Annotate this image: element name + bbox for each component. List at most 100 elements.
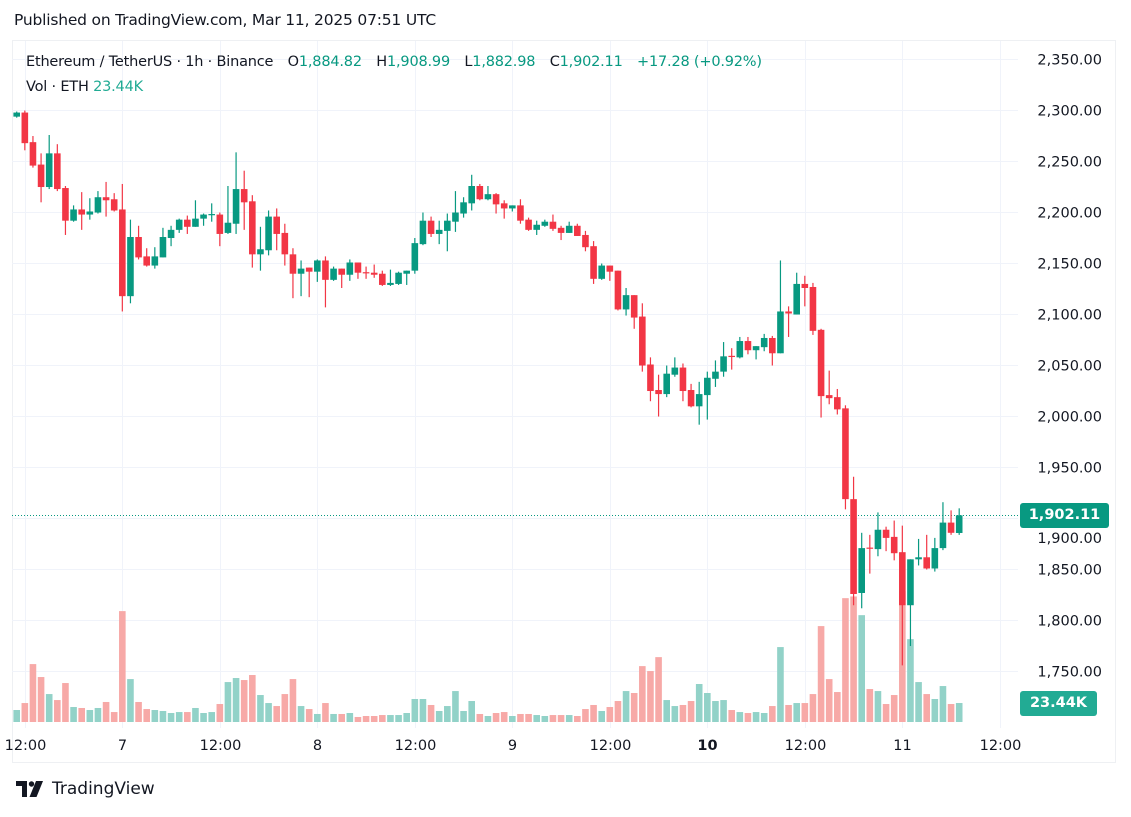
volume-bar	[257, 695, 264, 722]
candle-up	[403, 270, 410, 274]
candle-down	[769, 337, 776, 354]
volume-bar	[598, 710, 605, 722]
candle-down	[249, 201, 256, 255]
candle-up	[484, 194, 492, 200]
volume-bar	[419, 698, 427, 722]
volume-bar	[338, 713, 345, 722]
volume-bar	[582, 709, 589, 722]
candle-up	[565, 225, 573, 233]
candle-up	[874, 529, 882, 550]
candle-down	[29, 142, 37, 166]
candle-up	[192, 218, 199, 227]
candle-down	[947, 522, 955, 533]
volume-bar	[86, 710, 94, 722]
candle-up	[955, 515, 963, 533]
price-tick-label: 2,000.00	[1037, 410, 1102, 426]
time-tick-label: 8	[313, 738, 322, 754]
candle-up	[387, 282, 394, 285]
volume-bar	[639, 666, 646, 722]
volume-bar	[119, 611, 126, 722]
time-axis: 12:00 7 12:00 8 12:00 9 12:00 10 12:00 11 12:00	[5, 738, 1022, 754]
candle-up	[86, 211, 94, 215]
candle-down	[379, 273, 386, 285]
volume-bar	[159, 710, 167, 722]
candle-up	[395, 272, 402, 284]
volume-bar	[362, 716, 370, 722]
candle-up	[444, 220, 451, 231]
candle-down	[143, 256, 150, 266]
volume-bar	[379, 715, 386, 722]
time-tick-label: 12:00	[5, 738, 47, 754]
price-tick-label: 2,150.00	[1037, 257, 1102, 273]
candle-up	[435, 229, 443, 234]
volume-bar	[110, 712, 118, 722]
candle-down	[289, 254, 297, 274]
volume-bar	[704, 693, 711, 722]
candle-up	[509, 205, 516, 209]
candle-down	[240, 189, 248, 203]
candle-down	[850, 499, 857, 594]
volume-bar	[265, 703, 272, 722]
candle-down	[37, 164, 45, 188]
volume-bar	[557, 715, 565, 722]
volume-bar	[444, 706, 451, 722]
volume-bar	[135, 701, 142, 722]
volume-bars	[13, 591, 963, 722]
candle-down	[882, 529, 890, 538]
volume-bar	[695, 684, 703, 722]
logo-text: TradingView	[52, 779, 155, 799]
candle-down	[338, 268, 345, 275]
tradingview-logo-icon	[16, 781, 43, 797]
volume-bar	[62, 683, 69, 722]
candle-down	[647, 364, 654, 392]
candle-down	[517, 205, 524, 221]
candle-up	[13, 112, 20, 117]
volume-bar	[232, 678, 240, 722]
volume-bar	[614, 701, 622, 722]
volume-bar	[541, 716, 549, 722]
grid	[12, 41, 1018, 728]
candle-up	[695, 394, 703, 407]
candle-down	[655, 390, 662, 395]
volume-bar	[102, 701, 110, 722]
candles	[13, 110, 963, 666]
volume-bar	[289, 679, 297, 722]
time-tick-label: 12:00	[200, 738, 242, 754]
candle-down	[281, 232, 289, 255]
time-tick-label: 12:00	[395, 738, 437, 754]
candle-up	[720, 356, 727, 372]
candle-up	[541, 221, 549, 226]
tradingview-logo[interactable]: TradingView	[16, 779, 155, 799]
symbol-title[interactable]: Ethereum / TetherUS · 1h · Binance	[26, 54, 274, 70]
candle-up	[330, 268, 337, 280]
volume-bar	[663, 700, 670, 722]
candle-up	[208, 214, 215, 216]
candle-up	[419, 220, 427, 245]
time-tick-label: 7	[118, 738, 127, 754]
volume-bar	[435, 710, 443, 722]
volume-bar	[273, 706, 280, 722]
volume-bar	[240, 680, 248, 722]
volume-bar	[314, 713, 321, 722]
candle-down	[890, 536, 898, 554]
volume-bar	[801, 703, 809, 722]
candle-up	[159, 237, 167, 258]
low-value: 1,882.98	[472, 54, 536, 70]
volume-bar	[21, 703, 29, 722]
candle-up	[265, 216, 272, 251]
volume-bar	[931, 698, 939, 722]
candle-down	[801, 283, 809, 288]
candle-down	[354, 262, 362, 273]
candle-down	[582, 234, 589, 248]
volume-label[interactable]: Vol · ETH	[26, 79, 89, 95]
volume-bar	[208, 712, 215, 722]
volume-bar	[330, 713, 337, 722]
open-value: 1,884.82	[298, 54, 362, 70]
candle-up	[704, 377, 711, 396]
volume-bar	[78, 707, 85, 722]
candle-down	[54, 153, 61, 190]
candle-down	[476, 186, 484, 200]
volume-bar	[468, 701, 475, 722]
volume-bar	[858, 615, 865, 722]
